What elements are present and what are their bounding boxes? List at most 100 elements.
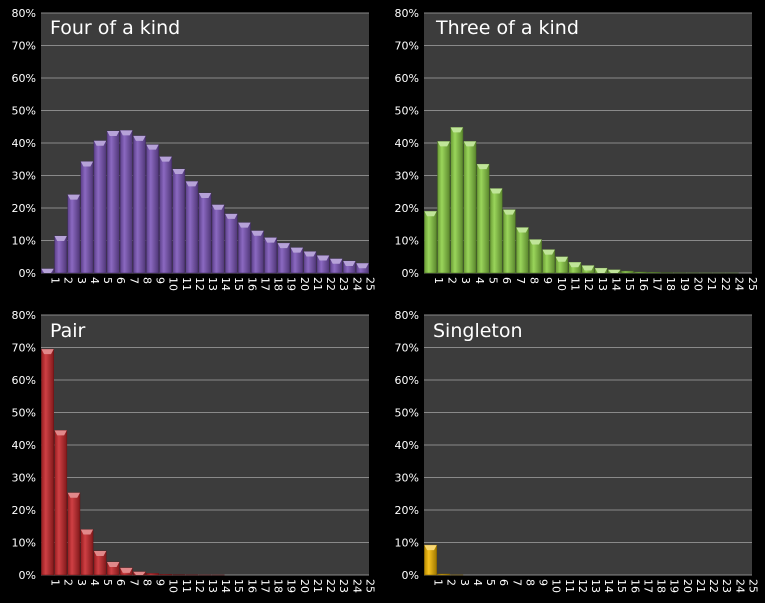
chart-three-of-a-kind: 0% 10% 20% 30% 40% 50% 60% 70% 80% 1 2 3 4 5 6 7 8 9 10 11 1… bbox=[383, 0, 761, 300]
bar-cap-4 bbox=[463, 141, 477, 147]
bar-2 bbox=[54, 430, 68, 576]
x-tick-label: 21 bbox=[311, 277, 324, 291]
x-tick-label: 10 bbox=[167, 277, 180, 291]
x-tick-label: 21 bbox=[311, 579, 324, 593]
bar-1 bbox=[424, 211, 437, 274]
x-tick-label: 3 bbox=[75, 579, 88, 586]
x-tick-label: 24 bbox=[733, 579, 746, 593]
y-tick-label: 60% bbox=[395, 72, 419, 85]
bar-11 bbox=[172, 168, 186, 274]
x-tick-label: 16 bbox=[245, 277, 258, 291]
x-tick-label: 4 bbox=[473, 277, 486, 284]
y-tick-label: 10% bbox=[395, 537, 419, 550]
bar-cap-1 bbox=[41, 268, 54, 273]
x-tick-label: 11 bbox=[563, 579, 576, 593]
x-tick-label: 10 bbox=[550, 579, 563, 593]
x-tick-label: 24 bbox=[350, 277, 363, 291]
x-tick-label: 14 bbox=[602, 579, 615, 593]
x-tick-label: 17 bbox=[651, 277, 664, 291]
y-tick-label: 30% bbox=[395, 472, 419, 485]
x-tick-label: 8 bbox=[528, 277, 541, 284]
bar-cap-9 bbox=[146, 144, 159, 150]
x-tick-label: 7 bbox=[510, 579, 523, 586]
y-tick-label: 50% bbox=[12, 407, 36, 420]
bar-9 bbox=[529, 239, 542, 274]
y-tick-label: 0% bbox=[19, 569, 36, 582]
x-tick-label: 17 bbox=[641, 579, 654, 593]
x-tick-label: 4 bbox=[471, 579, 484, 586]
bar-cap-11 bbox=[555, 256, 568, 262]
x-tick-label: 13 bbox=[589, 579, 602, 593]
y-tick-label: 60% bbox=[12, 374, 36, 387]
x-tick-label: 9 bbox=[154, 579, 167, 586]
bar-cap-23 bbox=[330, 258, 343, 264]
chart-singleton: 0% 10% 20% 30% 40% 50% 60% 70% 80% 1 2 3 4 5 6 7 8 9 10 11 1… bbox=[383, 302, 761, 602]
y-tick-label: 40% bbox=[12, 439, 36, 452]
bar-cap-24 bbox=[343, 260, 356, 266]
y-tick-label: 80% bbox=[12, 309, 36, 322]
x-tick-label: 20 bbox=[298, 277, 311, 291]
bar-cap-6 bbox=[106, 562, 120, 567]
bar-cap-18 bbox=[264, 237, 277, 243]
bar-18 bbox=[647, 272, 661, 274]
y-tick-label: 10% bbox=[12, 235, 36, 248]
y-tick-label: 80% bbox=[395, 7, 419, 20]
bar-cap-21 bbox=[303, 251, 317, 257]
bar-8 bbox=[515, 227, 529, 274]
bar-cap-2 bbox=[437, 141, 450, 147]
x-tick-label: 8 bbox=[140, 579, 153, 586]
bar-cap-1 bbox=[424, 545, 437, 551]
bar-cap-13 bbox=[198, 193, 212, 199]
x-tick-label: 3 bbox=[458, 579, 471, 586]
y-tick-label: 60% bbox=[12, 72, 36, 85]
bar-cap-6 bbox=[489, 188, 503, 194]
bar-cap-3 bbox=[450, 127, 463, 133]
bar-1 bbox=[41, 348, 54, 576]
x-tick-label: 11 bbox=[180, 579, 193, 593]
y-tick-label: 40% bbox=[395, 439, 419, 452]
bar-2 bbox=[437, 573, 451, 576]
chart-title: Singleton bbox=[433, 320, 523, 342]
y-tick-label: 0% bbox=[19, 267, 36, 280]
bar-4 bbox=[80, 161, 94, 274]
bar-6 bbox=[106, 130, 120, 274]
x-tick-label: 15 bbox=[232, 277, 245, 291]
x-tick-label: 22 bbox=[707, 579, 720, 593]
bar-cap-20 bbox=[290, 247, 304, 253]
x-tick-label: 3 bbox=[459, 277, 472, 284]
x-tick-label: 12 bbox=[193, 277, 206, 291]
x-tick-label: 13 bbox=[596, 277, 609, 291]
x-tick-label: 11 bbox=[180, 277, 193, 291]
bar-cap-10 bbox=[159, 156, 172, 162]
y-tick-label: 0% bbox=[402, 569, 419, 582]
bar-cap-6 bbox=[106, 130, 120, 136]
x-tick-label: 19 bbox=[678, 277, 691, 291]
bar-cap-12 bbox=[568, 262, 582, 268]
x-tick-label: 14 bbox=[219, 277, 232, 291]
x-tick-label: 10 bbox=[555, 277, 568, 291]
bar-cap-7 bbox=[120, 567, 133, 573]
bar-cap-8 bbox=[133, 571, 146, 575]
chart-svg: 0%10%20%30%40%50%60%70%80%1 2 3 4 5 6 7 8 9 10 11 1… bbox=[12, 7, 377, 291]
bar-cap-1 bbox=[424, 211, 437, 217]
x-tick-label: 16 bbox=[637, 277, 650, 291]
x-tick-label: 8 bbox=[140, 277, 153, 284]
y-tick-label: 20% bbox=[395, 504, 419, 517]
bar-cap-13 bbox=[581, 265, 595, 271]
x-tick-label: 21 bbox=[705, 277, 718, 291]
x-tick-label: 15 bbox=[232, 579, 245, 593]
bar-3 bbox=[450, 127, 464, 274]
bar-cap-12 bbox=[185, 181, 199, 187]
x-tick-label: 22 bbox=[324, 579, 337, 593]
bar-cap-7 bbox=[503, 209, 516, 215]
bar-cap-22 bbox=[316, 255, 330, 261]
chart-four-of-a-kind: 0% 10% 20% 30% 40% 50% 60% 70% 80% 1 2 3 4 5 6 7 8 9 10 11 1… bbox=[0, 0, 378, 300]
x-tick-label: 20 bbox=[681, 579, 694, 593]
y-tick-label: 70% bbox=[395, 40, 419, 53]
bar-cap-5 bbox=[93, 140, 107, 146]
y-tick-label: 60% bbox=[395, 374, 419, 387]
bar-cap-5 bbox=[93, 550, 107, 556]
bar-cap-9 bbox=[529, 239, 542, 245]
x-tick-label: 18 bbox=[272, 579, 285, 593]
x-tick-label: 5 bbox=[487, 277, 500, 284]
